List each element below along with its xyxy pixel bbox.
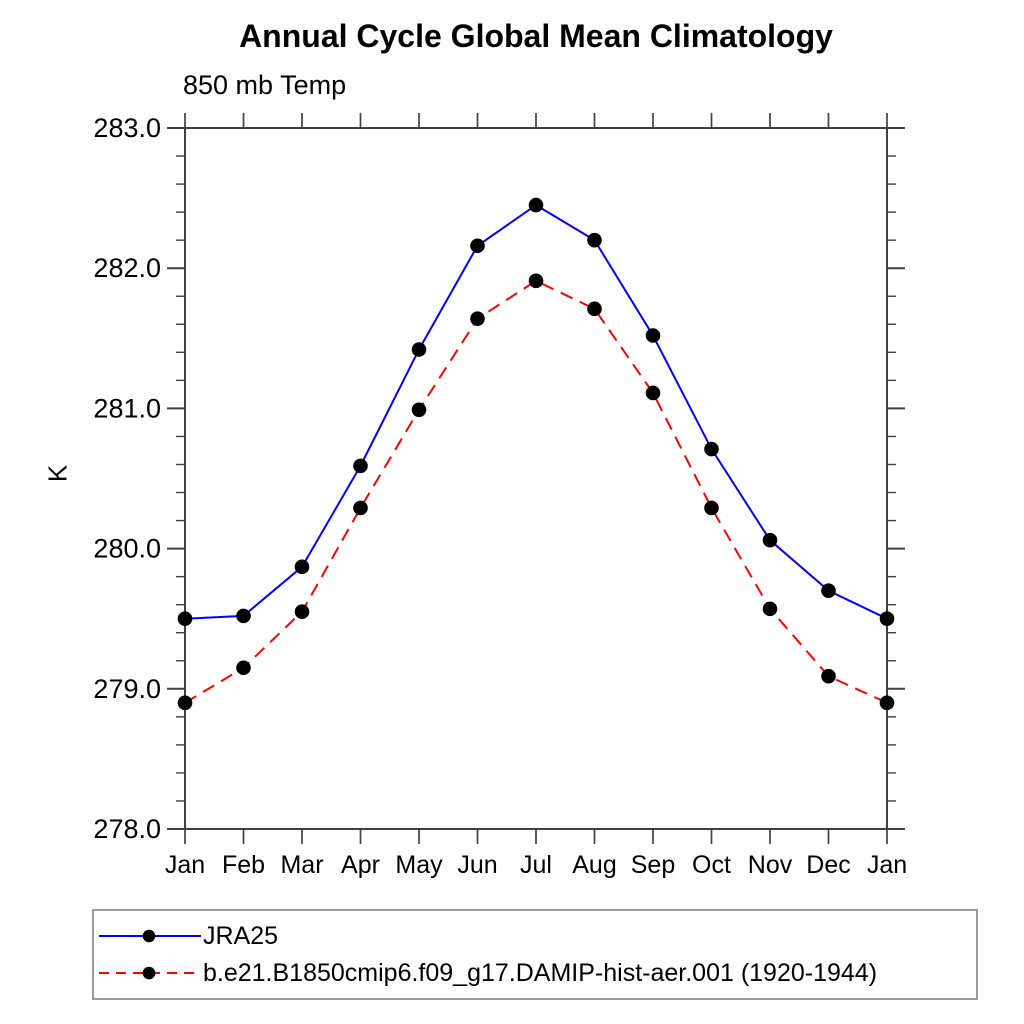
legend-swatch-solid-line-icon xyxy=(99,929,201,943)
data-point-marker xyxy=(645,328,661,343)
legend-marker xyxy=(142,966,156,980)
x-tick-label: Jan xyxy=(165,851,205,879)
legend-row-jra25: JRA25 xyxy=(99,921,976,951)
data-point-marker xyxy=(762,601,778,617)
legend-label: b.e21.B1850cmip6.f09_g17.DAMIP-hist-aer.… xyxy=(203,958,878,987)
x-tick-label: Oct xyxy=(692,851,731,879)
data-point-marker xyxy=(236,608,251,624)
x-tick-label: Dec xyxy=(806,851,850,879)
x-tick-label: Nov xyxy=(748,851,793,879)
x-tick-label: Apr xyxy=(341,851,380,879)
data-point-marker xyxy=(821,668,836,684)
y-tick-label: 279.0 xyxy=(93,674,161,704)
x-tick-label: May xyxy=(395,851,443,879)
data-point-marker xyxy=(411,342,427,357)
data-point-marker xyxy=(879,695,895,711)
legend-box: JRA25 b.e21.B1850cmip6.f09_g17.DAMIP-his… xyxy=(92,909,978,1000)
data-point-marker xyxy=(353,500,368,516)
x-tick-label: Jul xyxy=(520,851,552,879)
chart-subtitle: 850 mb Temp xyxy=(183,70,347,100)
data-point-marker xyxy=(704,500,719,516)
legend-swatch-dashed-line-icon xyxy=(99,966,201,980)
data-point-marker xyxy=(177,695,193,711)
data-point-marker xyxy=(353,458,368,474)
series-line-0 xyxy=(184,203,888,620)
legend-label: JRA25 xyxy=(203,921,279,950)
x-tick-label: Sep xyxy=(631,851,675,879)
x-tick-label: Mar xyxy=(280,851,323,879)
data-point-marker xyxy=(821,583,836,598)
y-tick-label: 283.0 xyxy=(93,113,161,143)
data-point-marker xyxy=(704,441,719,457)
data-point-marker xyxy=(528,197,544,213)
y-tick-label: 282.0 xyxy=(93,253,161,283)
legend-row-model: b.e21.B1850cmip6.f09_g17.DAMIP-hist-aer.… xyxy=(99,958,976,988)
data-point-marker xyxy=(528,273,544,289)
x-tick-label: Feb xyxy=(222,851,265,879)
data-point-marker xyxy=(177,611,193,626)
data-point-marker xyxy=(470,238,485,254)
data-point-marker xyxy=(411,402,427,418)
data-point-marker xyxy=(470,311,485,326)
x-tick-label: Jun xyxy=(457,851,497,879)
series-line-1 xyxy=(184,279,888,704)
y-tick-label: 281.0 xyxy=(93,393,161,423)
data-point-marker xyxy=(236,660,251,676)
data-point-marker xyxy=(587,232,602,248)
data-point-marker xyxy=(645,385,661,401)
data-point-marker xyxy=(294,559,310,575)
data-point-marker xyxy=(879,611,895,626)
data-point-marker xyxy=(762,532,778,548)
x-tick-label: Jan xyxy=(867,851,907,879)
chart-title: Annual Cycle Global Mean Climatology xyxy=(239,18,833,54)
data-point-marker xyxy=(294,604,310,619)
y-tick-label: 280.0 xyxy=(93,534,161,564)
legend-marker xyxy=(142,929,156,943)
y-tick-label: 278.0 xyxy=(93,814,161,844)
x-tick-label: Aug xyxy=(572,851,616,879)
data-point-marker xyxy=(587,301,602,317)
plot-frame xyxy=(184,127,888,830)
